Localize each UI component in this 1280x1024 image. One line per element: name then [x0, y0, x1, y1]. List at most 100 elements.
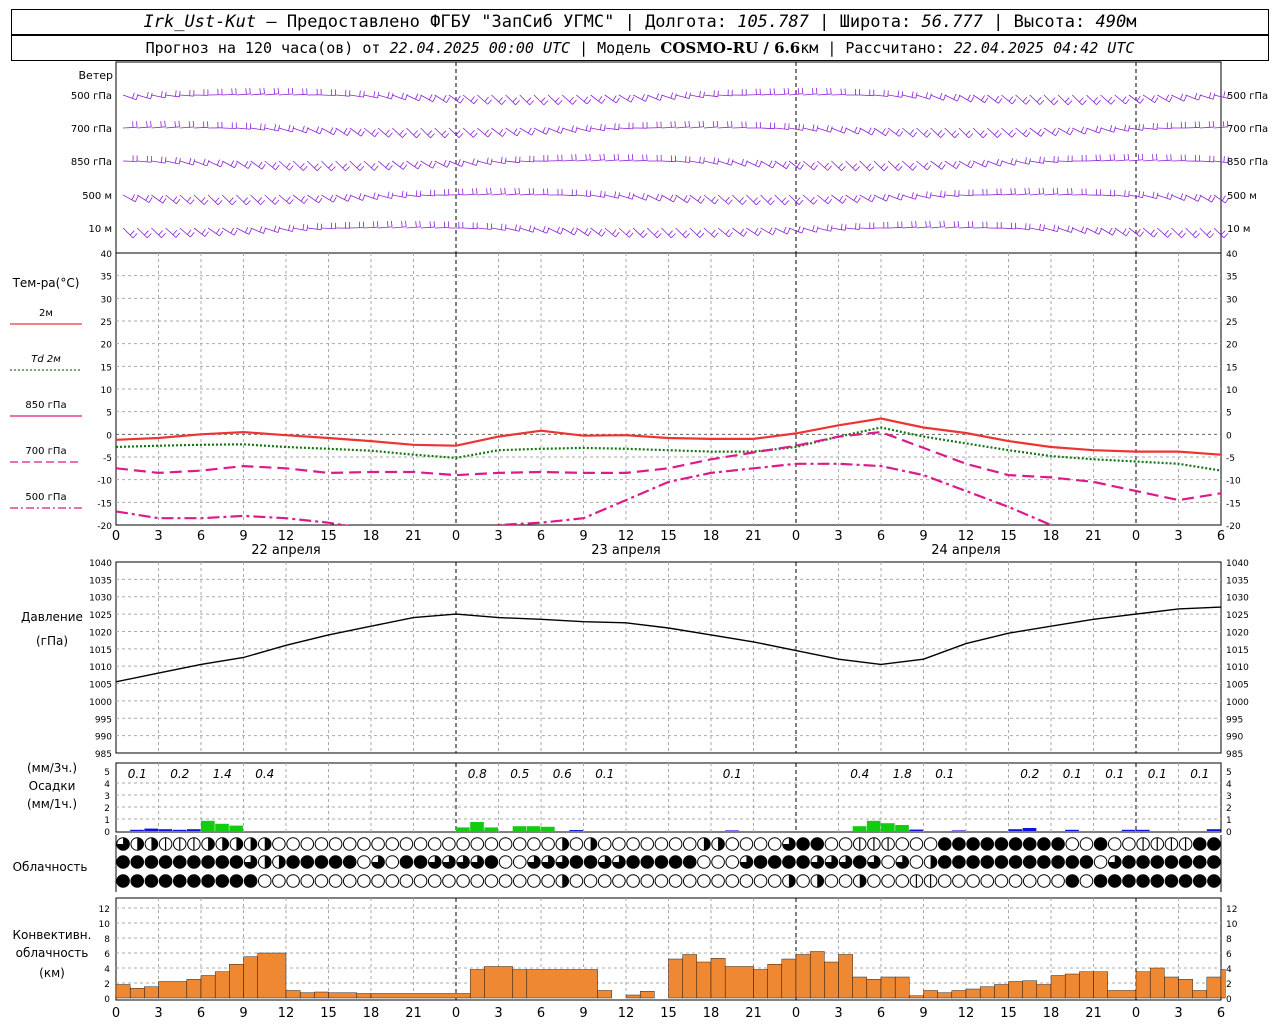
wind-barb-shaft — [165, 94, 180, 98]
temp-y-tick-right: 35 — [1226, 273, 1237, 283]
wind-barb-feather — [414, 161, 419, 167]
wind-barb-shaft — [321, 194, 334, 203]
wind-barb-feather — [328, 163, 333, 169]
wind-barb-feather — [174, 121, 176, 128]
cloud-circle — [413, 855, 428, 869]
wind-barb-shaft — [1001, 227, 1016, 230]
wind-barb-feather — [970, 96, 975, 103]
cloud-three-quarter — [810, 855, 824, 869]
wind-barb-shaft — [816, 194, 829, 205]
wind-barb-feather — [190, 232, 195, 238]
wind-barb-feather — [188, 121, 191, 128]
wind-barb-shaft — [618, 227, 630, 238]
wind-barb-shaft — [1171, 94, 1185, 102]
cloud-circle — [286, 837, 300, 851]
wind-barb-feather — [712, 121, 715, 128]
wind-barb-feather — [772, 162, 776, 169]
wind-barb-feather — [1227, 92, 1230, 99]
temp-series-line — [116, 430, 1221, 502]
wind-barb-shaft — [406, 226, 421, 229]
pressure-y-tick-right: 1015 — [1226, 646, 1249, 656]
conv-bar — [243, 956, 258, 999]
wind-barb-shaft — [1213, 126, 1228, 129]
cloud-circle — [286, 855, 300, 869]
wind-barb-feather — [1180, 93, 1184, 100]
cloud-circle — [640, 855, 655, 869]
wind-barb-shaft — [1100, 94, 1112, 105]
wind-barb-feather — [842, 198, 847, 204]
wind-barb-feather — [1142, 191, 1145, 198]
cloud-circle — [668, 837, 683, 851]
pressure-y-tick: 1000 — [89, 698, 112, 708]
cloud-half — [151, 837, 158, 851]
wind-barb-feather — [333, 129, 337, 135]
cloud-circle — [286, 874, 300, 888]
wind-barb-feather — [344, 193, 348, 200]
wind-barb-feather — [286, 196, 291, 202]
wind-barb-shaft — [122, 94, 137, 101]
wind-barb-feather — [264, 124, 266, 131]
wind-barb-shaft — [661, 94, 675, 100]
cloud-circle — [456, 837, 470, 851]
wind-barb-feather — [1093, 97, 1098, 103]
wind-barb-feather — [728, 231, 733, 238]
cloud-three-quarter — [1108, 855, 1122, 869]
precip-3h-label: 0.4 — [850, 767, 869, 781]
x-tick-label: 9 — [239, 1006, 247, 1021]
wind-barb-feather — [599, 154, 601, 161]
wind-barb-feather — [315, 126, 320, 133]
wind-barb-shaft — [944, 127, 955, 139]
wind-barb-shaft — [505, 94, 516, 106]
cloud-three-quarter — [612, 855, 626, 869]
wind-barb-feather — [1026, 131, 1031, 138]
pressure-y-tick: 1025 — [89, 611, 112, 621]
wind-barb-feather — [1067, 188, 1069, 195]
wind-barb-shaft — [958, 194, 973, 197]
wind-barb-feather — [261, 164, 266, 170]
wind-barb-feather — [783, 88, 786, 95]
cloud-circle — [796, 874, 810, 888]
x-tick-label: 6 — [537, 529, 545, 544]
wind-barb-shaft — [307, 127, 321, 135]
conv-bar — [951, 990, 967, 999]
wind-barb-feather — [939, 92, 943, 99]
cloud-circle — [654, 874, 669, 888]
wind-barb-feather — [584, 228, 589, 234]
wind-barb-feather — [1113, 154, 1115, 161]
wind-barb-feather — [670, 121, 672, 128]
wind-barb-shaft — [363, 194, 378, 200]
wind-barb-feather — [699, 90, 701, 97]
temp-y-tick: 40 — [101, 250, 113, 260]
wind-barb-feather — [1124, 190, 1126, 197]
wind-barb-feather — [432, 96, 436, 102]
wind-barb-feather — [543, 100, 549, 106]
wind-barb-feather — [929, 93, 932, 100]
wind-barb-feather — [1183, 194, 1187, 201]
cloud-circle — [498, 855, 513, 869]
wind-barb-feather — [1222, 121, 1225, 128]
temp-y-tick-right: 40 — [1226, 250, 1238, 260]
wind-barb-feather — [458, 133, 464, 138]
cloud-circle — [711, 874, 725, 888]
wind-barb-feather — [470, 96, 475, 102]
wind-barb-feather — [257, 197, 263, 203]
wind-barb-feather — [1050, 97, 1056, 103]
wind-barb-feather — [291, 87, 294, 95]
wind-barb-shaft — [321, 160, 332, 172]
wind-barb-shaft — [845, 127, 859, 135]
wind-barb-feather — [682, 230, 688, 236]
wind-barb-feather — [359, 90, 361, 97]
wind-barb-feather — [159, 195, 164, 202]
cloud-circle — [1022, 855, 1037, 869]
wind-barb-feather — [716, 120, 719, 127]
wind-barb-feather — [1053, 100, 1059, 106]
wind-barb-shaft — [519, 94, 530, 106]
wind-barb-feather — [840, 125, 844, 132]
wind-barb-feather — [419, 190, 422, 197]
wind-barb-shaft — [306, 160, 318, 172]
cloud-circle — [512, 874, 527, 888]
wind-barb-feather — [1028, 187, 1030, 194]
wind-barb-shaft — [845, 194, 858, 204]
wind-barb-feather — [247, 163, 252, 169]
wind-barb-feather — [160, 121, 162, 128]
